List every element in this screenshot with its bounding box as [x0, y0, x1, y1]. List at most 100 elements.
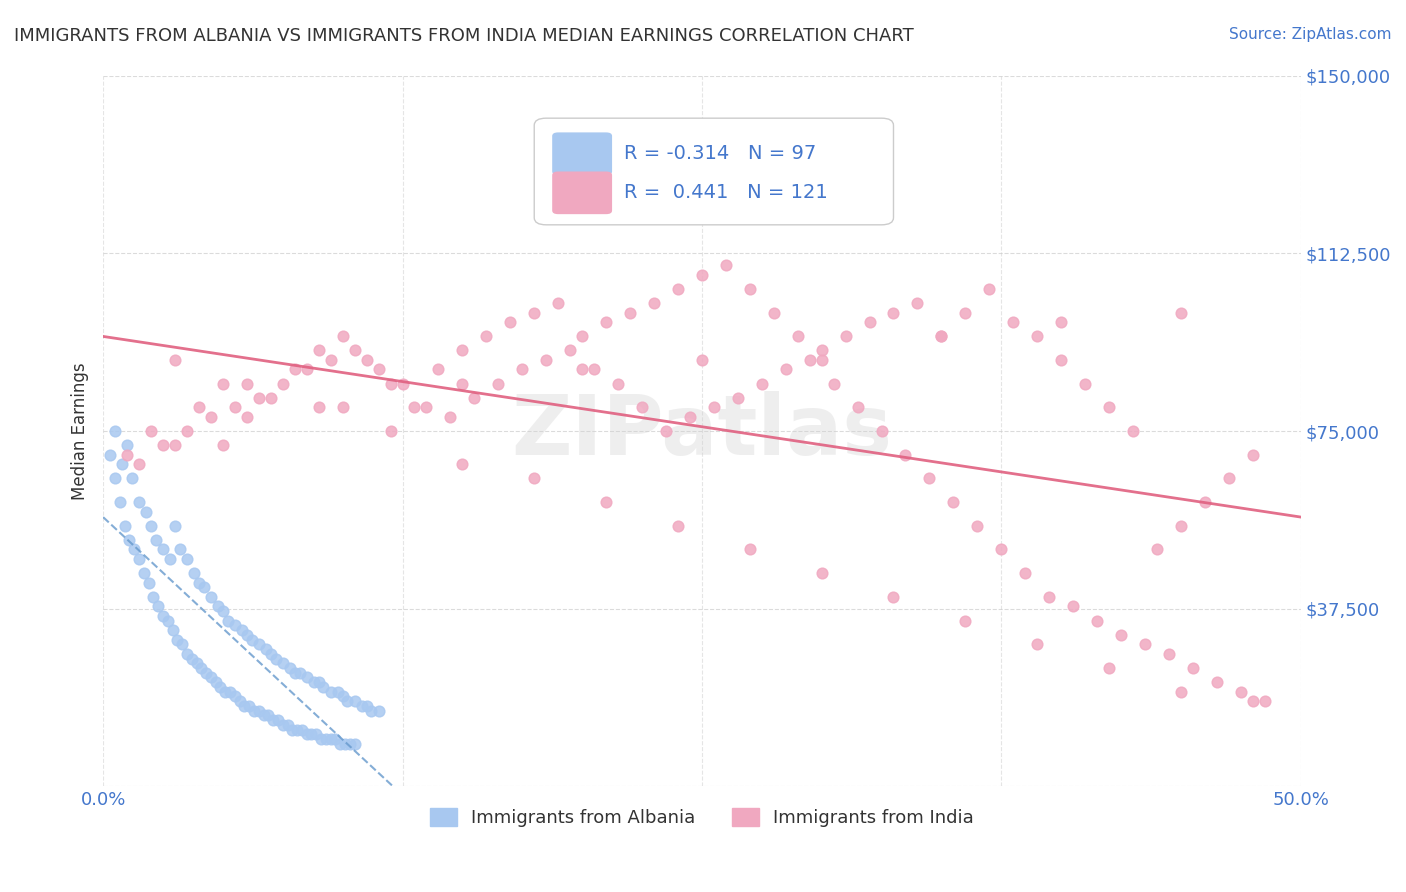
Immigrants from Albania — [207, 599, 229, 614]
Immigrants from India — [499, 315, 522, 329]
Immigrants from India — [775, 362, 797, 376]
Immigrants from India — [332, 329, 354, 343]
Immigrants from India — [607, 376, 630, 391]
Immigrants from India — [247, 391, 270, 405]
Immigrants from Albania — [142, 590, 165, 604]
Immigrants from Albania — [159, 552, 181, 566]
Immigrants from India — [523, 471, 546, 485]
Immigrants from India — [1109, 628, 1132, 642]
Immigrants from India — [979, 282, 1001, 296]
Immigrants from Albania — [277, 718, 299, 732]
Immigrants from India — [343, 343, 366, 358]
Immigrants from Albania — [343, 737, 366, 751]
Immigrants from Albania — [236, 628, 259, 642]
Immigrants from Albania — [224, 690, 246, 704]
Immigrants from Albania — [284, 665, 307, 680]
Immigrants from India — [139, 424, 162, 438]
Immigrants from Albania — [219, 684, 242, 698]
Immigrants from India — [212, 376, 235, 391]
Immigrants from India — [643, 296, 665, 310]
Immigrants from Albania — [325, 732, 347, 747]
Immigrants from Albania — [204, 675, 226, 690]
Immigrants from India — [690, 352, 713, 367]
Text: R =  0.441   N = 121: R = 0.441 N = 121 — [624, 184, 828, 202]
Immigrants from India — [1038, 590, 1060, 604]
Immigrants from Albania — [247, 637, 270, 651]
Immigrants from Albania — [243, 704, 266, 718]
Immigrants from India — [1098, 401, 1121, 415]
Immigrants from India — [786, 329, 808, 343]
Immigrants from Albania — [315, 732, 337, 747]
Immigrants from India — [547, 296, 569, 310]
Immigrants from India — [870, 424, 893, 438]
Immigrants from Albania — [115, 438, 138, 452]
Text: ZIPatlas: ZIPatlas — [512, 391, 893, 472]
Immigrants from Albania — [271, 718, 294, 732]
Immigrants from India — [955, 305, 977, 319]
Immigrants from India — [332, 401, 354, 415]
Immigrants from Albania — [166, 632, 188, 647]
Immigrants from Albania — [360, 704, 382, 718]
Immigrants from Albania — [111, 457, 134, 471]
Immigrants from India — [404, 401, 426, 415]
Immigrants from India — [451, 343, 474, 358]
Immigrants from India — [1194, 495, 1216, 509]
Immigrants from Albania — [195, 665, 218, 680]
Immigrants from Albania — [329, 737, 352, 751]
Immigrants from Albania — [209, 680, 232, 694]
Immigrants from Albania — [163, 518, 186, 533]
Immigrants from Albania — [302, 675, 325, 690]
Immigrants from Albania — [98, 448, 121, 462]
Immigrants from Albania — [228, 694, 250, 708]
Immigrants from India — [163, 438, 186, 452]
Immigrants from India — [284, 362, 307, 376]
Text: Source: ZipAtlas.com: Source: ZipAtlas.com — [1229, 27, 1392, 42]
Immigrants from Albania — [183, 566, 205, 581]
Immigrants from Albania — [301, 727, 323, 741]
Immigrants from Albania — [281, 723, 304, 737]
Immigrants from Albania — [312, 680, 335, 694]
Immigrants from India — [356, 352, 378, 367]
Immigrants from India — [187, 401, 209, 415]
Immigrants from India — [1254, 694, 1277, 708]
Immigrants from India — [966, 518, 988, 533]
Immigrants from India — [439, 409, 461, 424]
Immigrants from Albania — [262, 713, 284, 727]
Immigrants from Albania — [291, 723, 314, 737]
Immigrants from Albania — [108, 495, 131, 509]
Immigrants from Albania — [326, 684, 349, 698]
Immigrants from India — [260, 391, 283, 405]
Immigrants from India — [931, 329, 953, 343]
Immigrants from Albania — [240, 632, 263, 647]
Immigrants from India — [1157, 647, 1180, 661]
Immigrants from India — [882, 305, 904, 319]
Immigrants from Albania — [264, 651, 287, 665]
Immigrants from India — [510, 362, 533, 376]
Immigrants from Albania — [128, 495, 150, 509]
Immigrants from Albania — [190, 661, 212, 675]
Immigrants from India — [810, 566, 832, 581]
Immigrants from India — [1122, 424, 1144, 438]
Immigrants from Albania — [288, 665, 311, 680]
Immigrants from India — [1241, 448, 1264, 462]
Immigrants from India — [631, 401, 654, 415]
FancyBboxPatch shape — [534, 118, 893, 225]
Immigrants from India — [834, 329, 856, 343]
Immigrants from Albania — [172, 637, 194, 651]
Immigrants from India — [152, 438, 174, 452]
Immigrants from Albania — [233, 698, 256, 713]
Immigrants from Albania — [148, 599, 170, 614]
Immigrants from Albania — [339, 737, 361, 751]
Immigrants from Albania — [138, 575, 160, 590]
Immigrants from Albania — [169, 542, 191, 557]
Immigrants from India — [918, 471, 941, 485]
Immigrants from Albania — [254, 642, 277, 657]
Immigrants from India — [236, 376, 259, 391]
Immigrants from Albania — [193, 581, 215, 595]
Immigrants from India — [690, 268, 713, 282]
Immigrants from Albania — [336, 694, 359, 708]
Immigrants from Albania — [180, 651, 202, 665]
Immigrants from India — [308, 343, 330, 358]
Immigrants from India — [666, 282, 689, 296]
Immigrants from India — [1062, 599, 1084, 614]
